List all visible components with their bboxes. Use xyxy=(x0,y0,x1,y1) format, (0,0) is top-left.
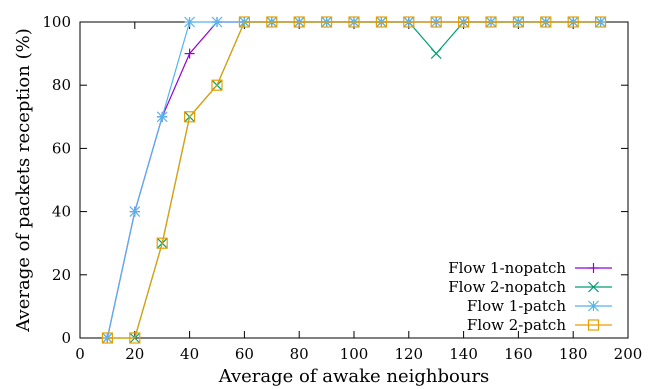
data-point xyxy=(403,16,415,28)
y-tick-label: 40 xyxy=(52,203,71,221)
x-tick-label: 100 xyxy=(340,345,369,363)
legend-marker xyxy=(588,263,599,273)
data-point xyxy=(101,332,114,344)
series-line xyxy=(107,21,601,339)
data-point xyxy=(567,16,579,28)
y-tick-label: 0 xyxy=(61,329,71,347)
data-point xyxy=(430,48,442,60)
x-tick-label: 60 xyxy=(235,345,254,363)
x-axis-title: Average of awake neighbours xyxy=(218,366,490,387)
y-tick-label: 80 xyxy=(52,76,71,94)
data-point xyxy=(156,237,168,249)
legend-label: Flow 2-nopatch xyxy=(448,278,566,296)
x-tick-label: 160 xyxy=(504,345,533,363)
data-point xyxy=(321,16,333,28)
y-tick-label: 100 xyxy=(42,13,71,31)
data-point xyxy=(348,16,360,28)
axes: 0 20 40 60 80 100 120 140 160 180 200 0 20 40 60 80 100 xyxy=(42,13,642,363)
data-point xyxy=(184,48,195,59)
x-tick-label: 40 xyxy=(180,345,199,363)
x-tick-label: 0 xyxy=(75,345,85,363)
data-point xyxy=(512,16,525,28)
data-point xyxy=(266,16,278,28)
legend-item: Flow 2-patch xyxy=(467,316,612,334)
legend-label: Flow 1-nopatch xyxy=(448,259,566,277)
data-point xyxy=(540,16,552,28)
data-point xyxy=(211,79,223,91)
series-4 xyxy=(101,16,607,344)
y-tick-label: 20 xyxy=(52,266,71,284)
data-point xyxy=(211,16,223,28)
x-tick-label: 180 xyxy=(559,345,588,363)
x-tick-label: 20 xyxy=(125,345,144,363)
data-point xyxy=(375,16,387,28)
data-point xyxy=(238,16,250,28)
legend-label: Flow 2-patch xyxy=(467,316,566,334)
data-point xyxy=(129,332,141,344)
data-point xyxy=(458,16,470,28)
data-point xyxy=(129,206,141,218)
legend-item: Flow 1-patch xyxy=(467,297,612,315)
legend-marker xyxy=(587,319,600,331)
legend-marker xyxy=(588,300,599,312)
data-point xyxy=(184,111,196,123)
legend-marker xyxy=(588,281,599,293)
x-tick-label: 200 xyxy=(614,345,643,363)
legend-label: Flow 1-patch xyxy=(467,297,566,315)
data-point xyxy=(293,16,305,28)
series-layer xyxy=(101,16,607,344)
data-point xyxy=(430,16,442,28)
data-point xyxy=(485,16,497,28)
legend-item: Flow 2-nopatch xyxy=(448,278,612,296)
x-tick-label: 140 xyxy=(449,345,478,363)
x-tick-label: 80 xyxy=(290,345,309,363)
data-point xyxy=(156,111,168,123)
y-axis-title: Average of packets reception (%) xyxy=(13,28,34,332)
x-tick-label: 120 xyxy=(394,345,423,363)
y-tick-label: 60 xyxy=(52,139,71,157)
legend-item: Flow 1-nopatch xyxy=(448,259,612,277)
data-point xyxy=(184,16,196,28)
data-point xyxy=(594,16,607,28)
